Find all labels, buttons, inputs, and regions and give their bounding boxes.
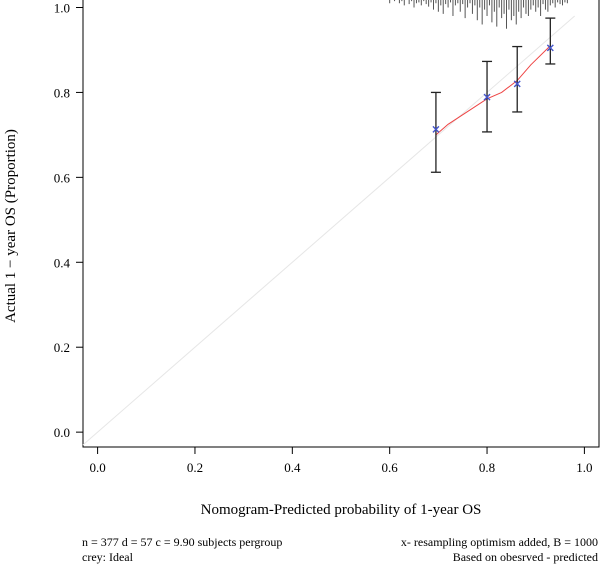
footer-basis-note: Based on obesrved - predicted (452, 550, 598, 564)
y-tick-label: 0.4 (54, 255, 71, 270)
x-tick-label: 1.0 (576, 460, 592, 475)
data-point (546, 44, 554, 52)
x-tick-label: 0.0 (89, 460, 105, 475)
x-tick-label: 0.4 (284, 460, 301, 475)
plot-frame (82, 0, 600, 448)
footer-resampling-note: x- resampling optimism added, B = 1000 (400, 535, 598, 549)
data-point (513, 80, 521, 88)
y-tick-label: 1.0 (54, 0, 70, 15)
rug-layer (389, 0, 568, 29)
ideal-line-layer (82, 15, 575, 446)
points-layer (432, 44, 554, 133)
data-point (483, 93, 491, 101)
y-tick-label: 0.2 (54, 340, 70, 355)
y-tick-label: 0.8 (54, 85, 70, 100)
ideal-line (82, 15, 575, 446)
x-tick-label: 0.2 (187, 460, 203, 475)
apparent-line-layer (435, 45, 551, 136)
x-axis-label: Nomogram-Predicted probability of 1-year… (201, 502, 482, 518)
footer-legend-ideal: crey: Ideal (82, 550, 133, 564)
y-tick-label: 0.6 (54, 170, 71, 185)
footer-stats: n = 377 d = 57 c = 9.90 subjects pergrou… (82, 535, 283, 549)
error-bars-layer (430, 17, 556, 173)
data-point (432, 125, 440, 133)
y-axis-label: Actual 1 − year OS (Proportion) (3, 129, 19, 323)
x-axis: 0.0 0.2 0.4 0.6 0.8 1.0 (89, 447, 593, 475)
apparent-calibration-line (435, 45, 551, 136)
x-tick-label: 0.8 (479, 460, 495, 475)
x-tick-label: 0.6 (382, 460, 399, 475)
y-tick-label: 0.0 (54, 425, 70, 440)
y-axis: 0.0 0.2 0.4 0.6 0.8 1.0 (54, 0, 83, 440)
